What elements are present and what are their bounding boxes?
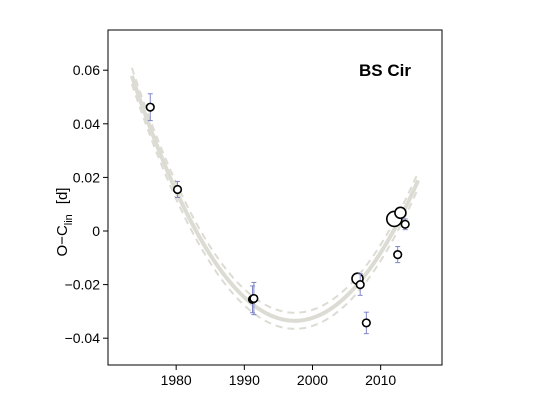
point-marker	[145, 102, 155, 112]
point-marker	[361, 318, 371, 328]
data-points	[145, 93, 410, 335]
data-point	[400, 218, 410, 231]
y-tick-label: 0.06	[73, 62, 100, 78]
x-tick-label: 1990	[229, 372, 260, 388]
chart-title: BS Cir	[359, 61, 411, 80]
x-tick-label: 2010	[365, 372, 396, 388]
plot-frame	[107, 29, 443, 366]
data-point	[249, 281, 259, 316]
y-axis-label-subscript: lin	[63, 214, 75, 225]
point-marker	[355, 280, 365, 290]
point-marker	[400, 219, 410, 229]
y-axis-label-unit: [d]	[54, 188, 71, 205]
y-tick-label: 0.02	[73, 169, 100, 185]
x-tick-label: 1980	[161, 372, 192, 388]
data-point	[393, 246, 403, 264]
fit-band	[129, 67, 420, 330]
data-point	[172, 180, 183, 198]
y-tick-label: −0.02	[65, 277, 101, 293]
point-marker	[394, 206, 407, 220]
y-tick-label: 0	[92, 223, 100, 239]
svg-text:O−Clin[d]: O−Clin [d]	[54, 188, 75, 257]
point-marker	[172, 184, 183, 195]
point-marker	[249, 293, 259, 304]
y-axis-label: O−Clin [d]	[54, 188, 75, 257]
point-marker	[393, 249, 403, 260]
x-tick-label: 2000	[297, 372, 328, 388]
data-point	[355, 273, 365, 296]
plot-area: 1980 1990 2000 2010 −0.04 −0.02 0 0.02 0.04 0.06…	[65, 29, 443, 388]
data-point	[145, 93, 155, 122]
y-axis-label-main: O−C	[54, 225, 71, 256]
x-axis: 1980 1990 2000 2010	[161, 365, 396, 388]
y-axis: −0.04 −0.02 0 0.02 0.04 0.06	[65, 62, 108, 346]
y-tick-label: −0.04	[65, 330, 101, 346]
fit-lower-bound	[130, 83, 420, 330]
y-tick-label: 0.04	[73, 116, 100, 132]
fit-curve	[129, 75, 420, 323]
data-point	[361, 311, 371, 335]
data-point	[394, 206, 407, 220]
